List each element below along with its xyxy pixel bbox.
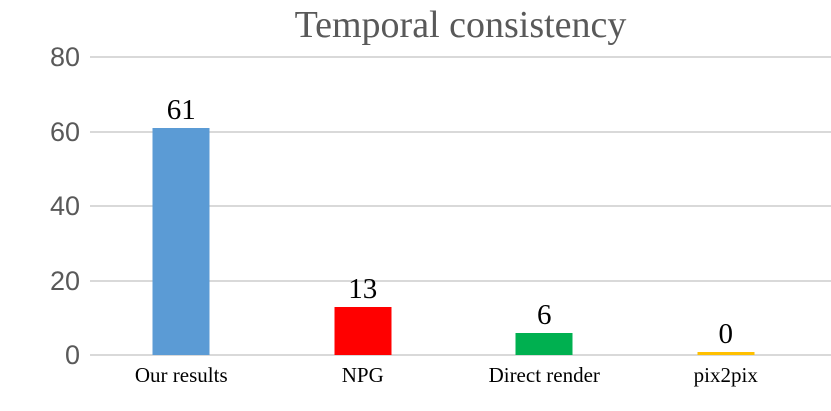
bar-slot: 6 [454, 57, 636, 355]
y-axis-tick-label: 80 [49, 42, 80, 72]
gridline-y-20 [90, 279, 831, 282]
gridline-y-0 [90, 354, 831, 356]
category-label: pix2pix [693, 363, 758, 387]
bar-value-label: 13 [348, 272, 378, 305]
gridline-y-60 [90, 130, 831, 133]
y-axis-tick-label: 60 [49, 116, 80, 147]
y-axis-tick-label: 0 [64, 340, 80, 370]
bar-value-label: 61 [166, 93, 196, 126]
gridline-y-40 [90, 205, 831, 207]
bar-value-label: 6 [537, 298, 552, 331]
category-label: Direct render [488, 363, 600, 387]
bar-value-label: 0 [718, 318, 734, 350]
bar-pix2pix [697, 352, 755, 355]
gridline-y-80 [90, 56, 831, 58]
category-label: Our results [134, 363, 228, 387]
bar-slot: 0 [635, 57, 817, 355]
y-axis-tick-label: 20 [49, 265, 80, 296]
plot-area: 61 13 6 0 [90, 56, 831, 356]
category-label: NPG [341, 363, 384, 387]
bar-slot: 61 [91, 57, 273, 355]
bar-npg [334, 306, 392, 355]
y-axis-tick-label: 40 [49, 191, 80, 221]
bar-our-results [152, 127, 210, 355]
bar-direct-render [515, 332, 573, 355]
bar-slot: 13 [272, 57, 454, 355]
chart-title: Temporal consistency [294, 4, 627, 46]
